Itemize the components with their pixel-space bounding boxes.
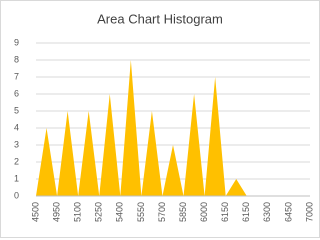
x-tick-label: 6450: [283, 202, 293, 222]
chart-title: Area Chart Histogram: [97, 11, 223, 26]
x-tick-label: 4500: [30, 202, 40, 222]
y-tick-label: 1: [14, 173, 19, 183]
y-tick-label: 6: [14, 88, 19, 98]
y-tick-label: 7: [14, 71, 19, 81]
x-tick-label: 6000: [199, 202, 209, 222]
x-tick-label: 7000: [304, 202, 314, 222]
x-tick-label: 5700: [157, 202, 167, 222]
y-tick-label: 2: [14, 156, 19, 166]
x-tick-label: 5400: [115, 202, 125, 222]
area: [36, 60, 310, 196]
y-tick-label: 4: [14, 122, 19, 132]
x-tick-label: 6150: [220, 202, 230, 222]
x-tick-label: 6150: [241, 202, 251, 222]
y-tick-label: 3: [14, 139, 19, 149]
x-tick-label: 5250: [94, 202, 104, 222]
x-tick-label: 4950: [51, 202, 61, 222]
y-tick-label: 9: [14, 37, 19, 47]
x-tick-label: 5550: [136, 202, 146, 222]
y-tick-label: 5: [14, 105, 19, 115]
x-tick-label: 5100: [73, 202, 83, 222]
x-tick-label: 5850: [178, 202, 188, 222]
y-tick-label: 0: [14, 190, 19, 200]
y-tick-label: 8: [14, 54, 19, 64]
x-tick-label: 6300: [262, 202, 272, 222]
